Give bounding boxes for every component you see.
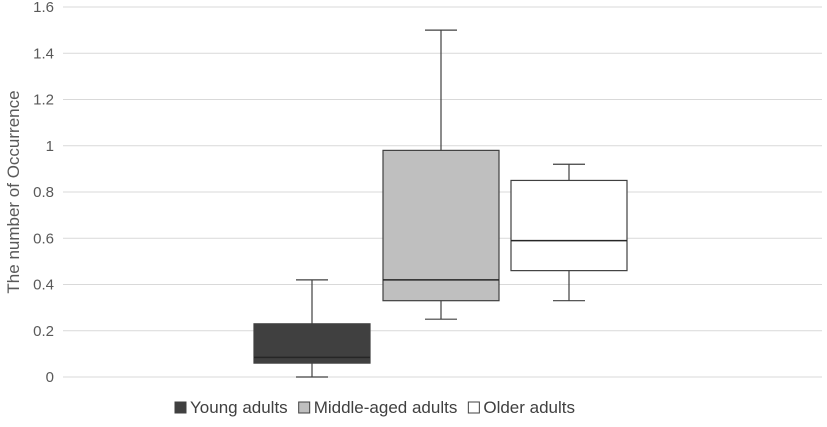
legend-item: Middle-aged adults <box>298 398 458 417</box>
boxes <box>253 29 628 378</box>
legend-swatch <box>298 401 311 414</box>
y-tick-label: 1 <box>46 138 54 155</box>
y-tick-label: 0.6 <box>33 230 54 247</box>
y-tick-label: 0.8 <box>33 184 54 201</box>
y-axis-title: The number of Occurrence <box>4 90 23 293</box>
legend-label: Young adults <box>190 398 288 417</box>
y-tick-label: 0 <box>46 369 54 386</box>
y-tick-label: 0.2 <box>33 323 54 340</box>
legend-item: Older adults <box>467 398 575 417</box>
legend-label: Middle-aged adults <box>314 398 458 417</box>
y-tick-label: 1.2 <box>33 92 54 109</box>
y-tick-label: 1.4 <box>33 45 54 62</box>
box-iqr <box>382 149 500 302</box>
legend-item: Young adults <box>174 398 288 417</box>
legend-swatch <box>467 401 480 414</box>
legend: Young adults Middle-aged adults Older adul… <box>174 398 575 417</box>
box-iqr <box>253 323 371 364</box>
box-iqr <box>510 179 628 272</box>
box-middle-aged-adults <box>382 29 500 320</box>
y-tick-label: 0.4 <box>33 277 54 294</box>
box-young-adults <box>253 279 371 378</box>
box-older-adults <box>510 163 628 302</box>
y-tick-label: 1.6 <box>33 0 54 16</box>
legend-swatch <box>174 401 187 414</box>
legend-label: Older adults <box>483 398 575 417</box>
y-axis-tick-labels: 0 0.2 0.4 0.6 0.8 1 1.2 1.4 1.6 <box>33 0 54 386</box>
